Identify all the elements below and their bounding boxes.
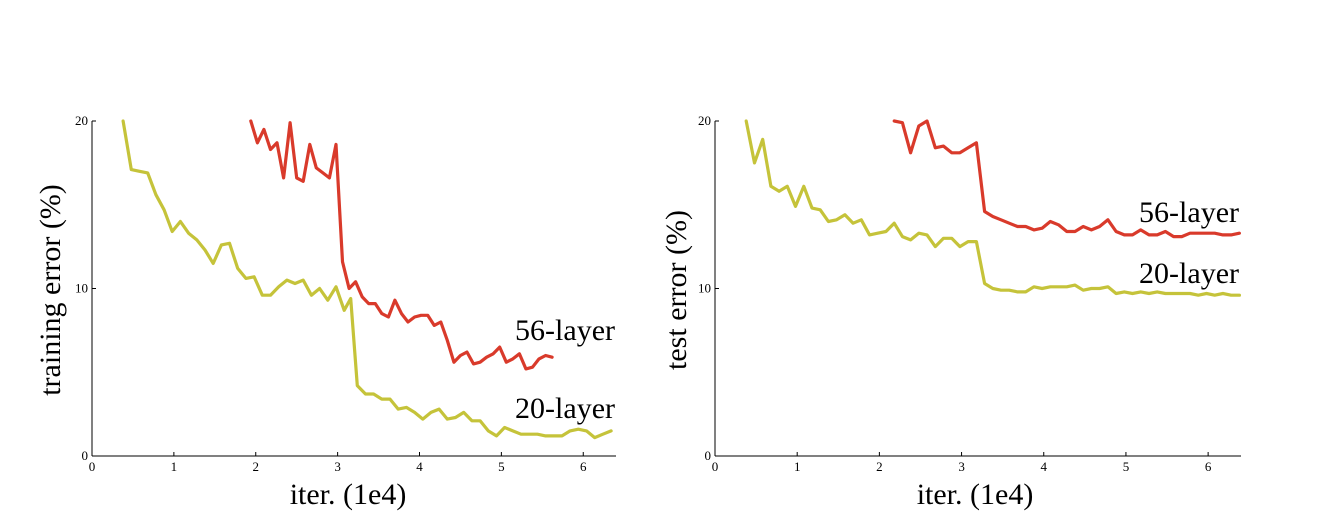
y-tick-label: 0 [705, 448, 712, 463]
y-axis-title: training error (%) [34, 184, 67, 396]
series-line-20-layer [744, 119, 1241, 297]
x-tick-label: 1 [794, 459, 801, 474]
x-tick-label: 3 [958, 459, 965, 474]
series-line-56-layer [249, 119, 554, 371]
y-tick-label: 0 [82, 448, 89, 463]
series-label: 56-layer [1139, 196, 1239, 229]
x-tick-label: 5 [498, 459, 505, 474]
series-label: 20-layer [1139, 257, 1239, 290]
series-label: 56-layer [515, 314, 615, 347]
y-tick-label: 10 [75, 281, 88, 296]
x-tick-label: 6 [1205, 459, 1212, 474]
x-tick-label: 4 [416, 459, 423, 474]
x-axis-title: iter. (1e4) [917, 478, 1034, 511]
x-tick-label: 4 [1041, 459, 1048, 474]
x-tick-label: 0 [89, 459, 96, 474]
series-line-56-layer [892, 119, 1241, 239]
x-tick-label: 5 [1123, 459, 1130, 474]
x-tick-label: 0 [712, 459, 719, 474]
y-tick-label: 20 [698, 113, 711, 128]
x-tick-label: 2 [876, 459, 883, 474]
x-tick-label: 3 [334, 459, 341, 474]
x-tick-label: 2 [253, 459, 260, 474]
series-label: 20-layer [515, 392, 615, 425]
series-line-20-layer [121, 119, 613, 440]
y-axis-title: test error (%) [660, 210, 693, 370]
training-error-chart: 0 1 2 3 4 5 6 0 10 20 iter. (1e4) training error (%… [34, 113, 616, 511]
y-tick-label: 20 [75, 113, 88, 128]
x-tick-label: 6 [580, 459, 587, 474]
x-axis-title: iter. (1e4) [290, 478, 407, 511]
y-tick-label: 10 [698, 281, 711, 296]
x-tick-label: 1 [171, 459, 178, 474]
test-error-chart: 0 1 2 3 4 5 6 0 10 20 iter. (1e4) test error (%) 56-… [660, 113, 1241, 511]
